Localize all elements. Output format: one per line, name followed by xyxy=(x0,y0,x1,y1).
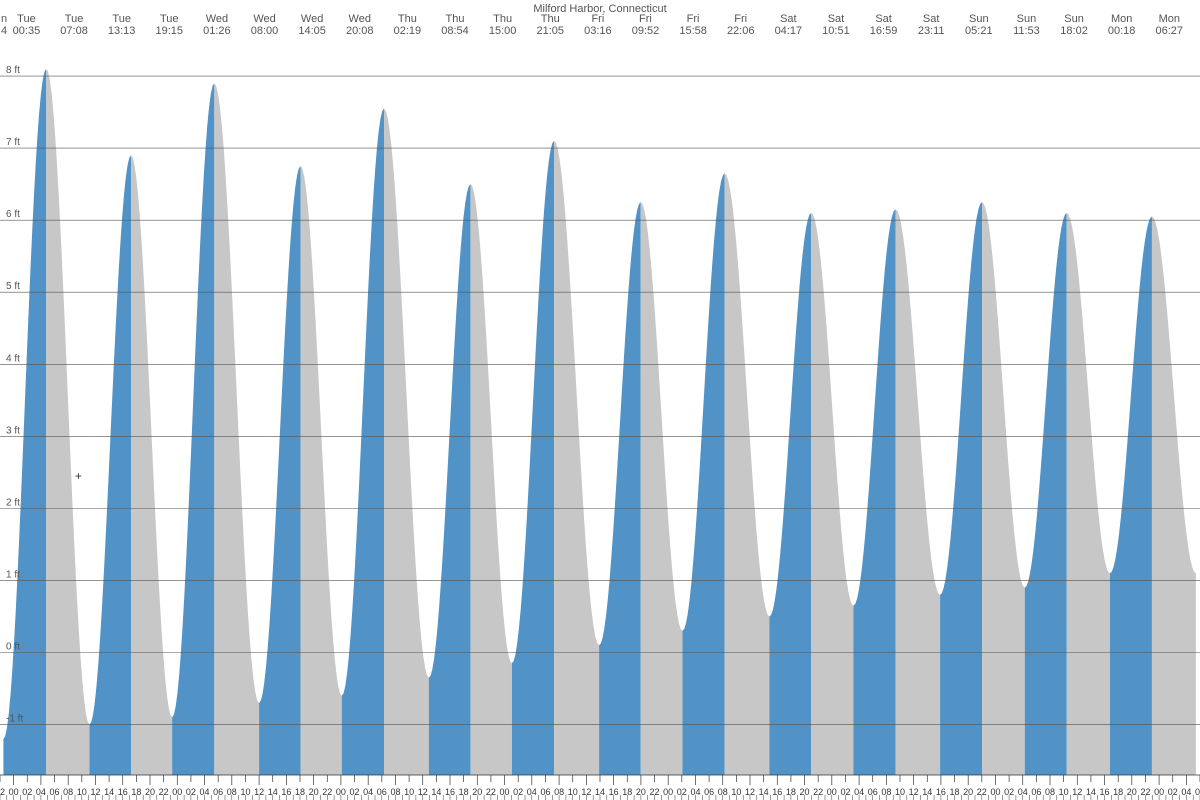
tide-chart: -1 ft 0 ft 1 ft 2 ft 3 ft 4 ft 5 ft 6 ft 7 ft 8 f… xyxy=(0,0,1200,800)
tide-chart-svg: -1 ft 0 ft 1 ft 2 ft 3 ft 4 ft 5 ft 6 ft 7 ft 8 f… xyxy=(0,0,1200,800)
y-tick-label: 4 ft xyxy=(6,353,20,364)
header-time: 09:52 xyxy=(632,25,660,37)
y-tick-label: 7 ft xyxy=(6,137,20,148)
x-tick-label: 22 xyxy=(0,787,5,797)
header-day: n xyxy=(1,13,7,25)
marker-plus: + xyxy=(75,469,82,483)
y-tick-label: 2 ft xyxy=(6,497,20,508)
header-time: 20:08 xyxy=(346,25,374,37)
header-day: Thu xyxy=(541,13,560,25)
header-time: 07:08 xyxy=(60,25,88,37)
header-day: Sat xyxy=(780,13,797,25)
header-day: Thu xyxy=(446,13,465,25)
header-time: 21:05 xyxy=(536,25,564,37)
header-time: 4 xyxy=(1,25,7,37)
header-day: Sun xyxy=(1017,13,1037,25)
header-day: Fri xyxy=(734,13,747,25)
header-day: Tue xyxy=(112,13,131,25)
header-time: 04:17 xyxy=(775,25,803,37)
header-time: 05:21 xyxy=(965,25,993,37)
header-day: Tue xyxy=(17,13,36,25)
header-day: Fri xyxy=(591,13,604,25)
header-day: Sat xyxy=(828,13,845,25)
header-time: 16:59 xyxy=(870,25,898,37)
x-tick-label: 06 xyxy=(1195,787,1200,797)
header-time: 19:15 xyxy=(156,25,184,37)
y-tick-label: 8 ft xyxy=(6,65,20,76)
header-time: 15:00 xyxy=(489,25,517,37)
header-time: 00:18 xyxy=(1108,25,1136,37)
header-day: Sun xyxy=(1064,13,1084,25)
header-time: 08:54 xyxy=(441,25,469,37)
y-tick-label: -1 ft xyxy=(6,714,23,725)
y-tick-label: 1 ft xyxy=(6,569,20,580)
y-tick-label: 3 ft xyxy=(6,425,20,436)
header-time: 14:05 xyxy=(298,25,326,37)
header-day: Wed xyxy=(206,13,228,25)
header-time: 13:13 xyxy=(108,25,136,37)
header-time: 23:11 xyxy=(918,25,945,37)
header-day: Wed xyxy=(301,13,323,25)
header-time: 18:02 xyxy=(1060,25,1088,37)
header-time: 15:58 xyxy=(679,25,707,37)
header-day: Tue xyxy=(65,13,84,25)
header-time: 11:53 xyxy=(1013,25,1040,37)
y-tick-label: 5 ft xyxy=(6,281,20,292)
header-day: Fri xyxy=(639,13,652,25)
header-time: 10:51 xyxy=(822,25,850,37)
header-time: 03:16 xyxy=(584,25,612,37)
header-day: Sat xyxy=(923,13,940,25)
header-time: 00:35 xyxy=(13,25,41,37)
y-tick-label: 0 ft xyxy=(6,642,20,653)
header-day: Mon xyxy=(1111,13,1132,25)
header-day: Thu xyxy=(493,13,512,25)
header-day: Sun xyxy=(969,13,989,25)
header-time: 02:19 xyxy=(394,25,422,37)
header-time: 01:26 xyxy=(203,25,231,37)
header-time: 22:06 xyxy=(727,25,755,37)
header-day: Tue xyxy=(160,13,179,25)
header-day: Sat xyxy=(875,13,892,25)
header-time: 06:27 xyxy=(1156,25,1184,37)
header-day: Mon xyxy=(1159,13,1180,25)
header-time: 08:00 xyxy=(251,25,279,37)
header-day: Wed xyxy=(253,13,275,25)
header-day: Fri xyxy=(687,13,700,25)
header-day: Thu xyxy=(398,13,417,25)
header-day: Wed xyxy=(349,13,371,25)
y-tick-label: 6 ft xyxy=(6,209,20,220)
